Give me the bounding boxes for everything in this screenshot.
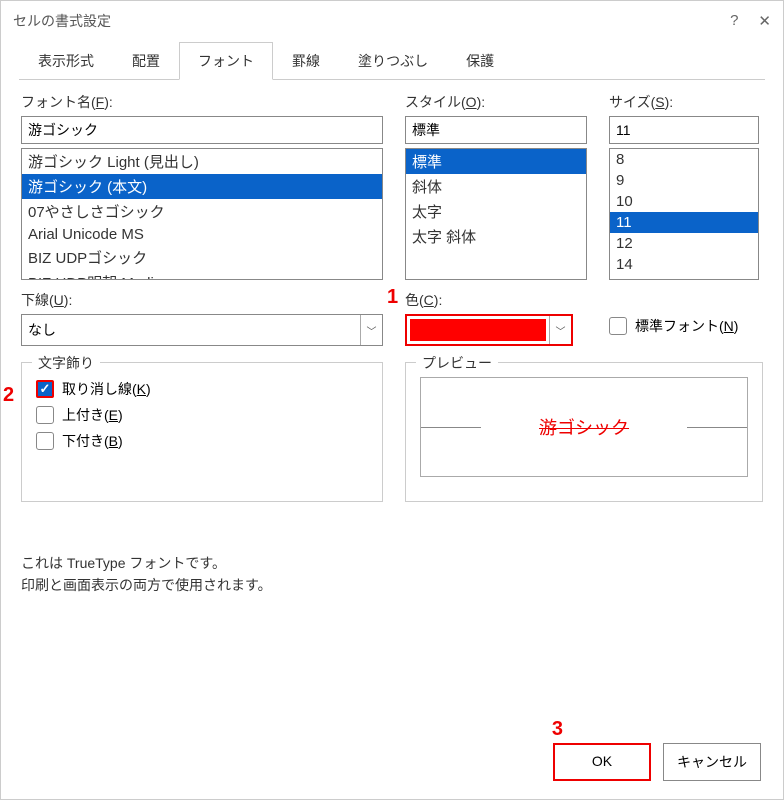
normal-font-checkbox[interactable]: 標準フォント(N): [609, 316, 759, 336]
list-item[interactable]: 太字: [406, 199, 586, 224]
list-item[interactable]: 14: [610, 254, 758, 275]
strikethrough-checkbox[interactable]: 取り消し線(K): [36, 379, 368, 399]
dialog-title: セルの書式設定: [13, 11, 111, 31]
chevron-down-icon: ﹀: [549, 316, 571, 344]
cancel-button[interactable]: キャンセル: [663, 743, 761, 781]
tab-2[interactable]: フォント: [179, 42, 273, 80]
tab-1[interactable]: 配置: [113, 42, 179, 80]
list-item[interactable]: 11: [610, 212, 758, 233]
tab-3[interactable]: 罫線: [273, 42, 339, 80]
underline-label: 下線(U):: [21, 290, 383, 310]
effects-group: 文字飾り 取り消し線(K) 上付き(E) 下付き(B): [21, 362, 383, 502]
preview-box: 游ゴシック: [420, 377, 748, 477]
tab-content: フォント名(F): 游ゴシック Light (見出し)游ゴシック (本文)07や…: [1, 80, 783, 609]
close-icon[interactable]: ✕: [758, 12, 771, 30]
format-cells-dialog: セルの書式設定 ? ✕ 表示形式配置フォント罫線塗りつぶし保護 フォント名(F)…: [0, 0, 784, 800]
list-item[interactable]: 游ゴシック (本文): [22, 174, 382, 199]
list-item[interactable]: 8: [610, 149, 758, 170]
size-label: サイズ(S):: [609, 92, 759, 112]
tab-4[interactable]: 塗りつぶし: [339, 42, 447, 80]
color-label: 色(C):: [405, 290, 587, 310]
titlebar: セルの書式設定 ? ✕: [1, 1, 783, 41]
callout-2: 2: [3, 384, 14, 407]
chevron-down-icon: ﹀: [360, 315, 382, 345]
callout-3: 3: [552, 718, 563, 741]
color-combo[interactable]: ﹀: [405, 314, 573, 346]
help-icon[interactable]: ?: [730, 12, 738, 30]
preview-group: プレビュー 游ゴシック: [405, 362, 763, 502]
list-item[interactable]: 太字 斜体: [406, 224, 586, 249]
size-list[interactable]: 8910111214: [609, 148, 759, 280]
font-name-label: フォント名(F):: [21, 92, 383, 112]
style-input[interactable]: [405, 116, 587, 144]
tab-bar: 表示形式配置フォント罫線塗りつぶし保護: [19, 41, 765, 80]
subscript-checkbox[interactable]: 下付き(B): [36, 431, 368, 451]
style-label: スタイル(O):: [405, 92, 587, 112]
tab-0[interactable]: 表示形式: [19, 42, 113, 80]
size-input[interactable]: [609, 116, 759, 144]
callout-1: 1: [387, 286, 398, 309]
list-item[interactable]: 10: [610, 191, 758, 212]
list-item[interactable]: 07やさしさゴシック: [22, 199, 382, 224]
tab-5[interactable]: 保護: [447, 42, 513, 80]
underline-combo[interactable]: なし ﹀: [21, 314, 383, 346]
superscript-checkbox[interactable]: 上付き(E): [36, 405, 368, 425]
list-item[interactable]: 標準: [406, 149, 586, 174]
preview-text: 游ゴシック: [539, 414, 629, 440]
font-info: これは TrueType フォントです。 印刷と画面表示の両方で使用されます。: [21, 552, 763, 597]
font-name-list[interactable]: 游ゴシック Light (見出し)游ゴシック (本文)07やさしさゴシックAri…: [21, 148, 383, 280]
font-name-input[interactable]: [21, 116, 383, 144]
list-item[interactable]: BIZ UDPゴシック: [22, 245, 382, 270]
style-list[interactable]: 標準斜体太字太字 斜体: [405, 148, 587, 280]
list-item[interactable]: 斜体: [406, 174, 586, 199]
color-swatch: [410, 319, 546, 341]
list-item[interactable]: Arial Unicode MS: [22, 224, 382, 245]
list-item[interactable]: 12: [610, 233, 758, 254]
list-item[interactable]: 游ゴシック Light (見出し): [22, 149, 382, 174]
dialog-buttons: OK キャンセル: [553, 743, 761, 781]
list-item[interactable]: 9: [610, 170, 758, 191]
list-item[interactable]: BIZ UDP明朝 Medium: [22, 270, 382, 280]
ok-button[interactable]: OK: [553, 743, 651, 781]
